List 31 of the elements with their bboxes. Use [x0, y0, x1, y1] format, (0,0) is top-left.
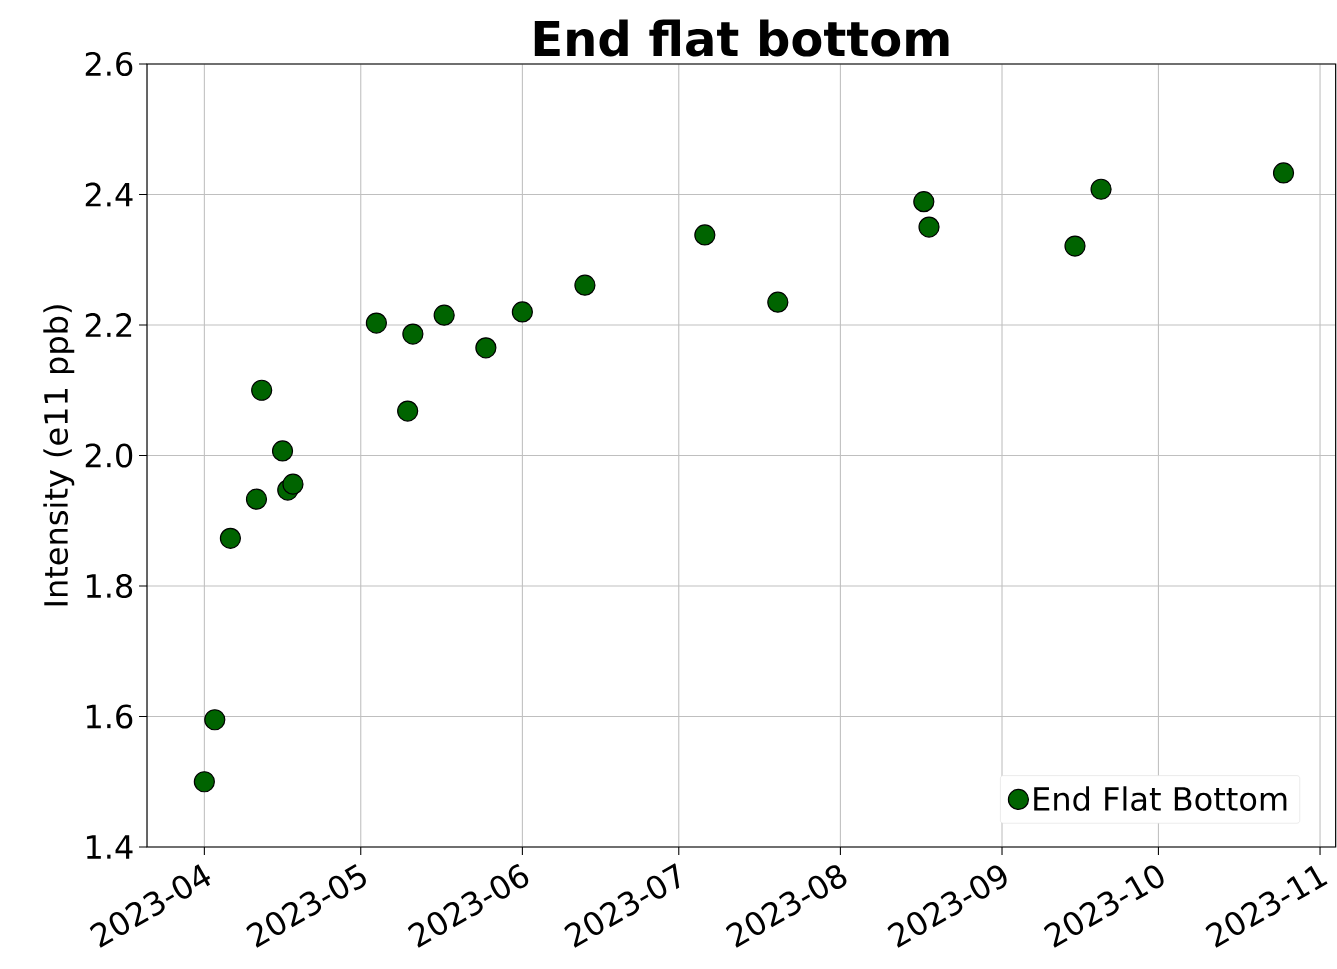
y-tick-label: 2.0 [85, 443, 133, 468]
y-tick-label: 1.8 [86, 573, 133, 599]
chart-title: End flat bottom [534, 19, 949, 57]
legend-label: End Flat Bottom [1034, 786, 1287, 812]
y-tick-label: 2.2 [85, 313, 132, 337]
point [1064, 235, 1086, 257]
point [511, 301, 533, 323]
point [475, 337, 497, 359]
point [918, 216, 940, 238]
y-tick-label: 2.4 [85, 182, 133, 207]
point [694, 224, 716, 246]
point [767, 291, 789, 313]
point [251, 379, 273, 401]
y-tick-label: 2.6 [85, 51, 133, 77]
point [913, 191, 935, 213]
point [433, 304, 455, 326]
point [397, 400, 419, 422]
y-axis-title: Intensity (e11 ppb) [43, 305, 75, 606]
point [193, 771, 215, 793]
point [282, 473, 304, 495]
point [1090, 178, 1112, 200]
point [204, 709, 226, 731]
point [245, 488, 268, 510]
point [574, 274, 596, 296]
point [219, 527, 242, 549]
point [402, 323, 424, 345]
point [365, 312, 387, 334]
point [271, 440, 294, 462]
y-tick-label: 1.6 [86, 704, 133, 729]
point [1272, 162, 1295, 184]
y-tick-label: 1.4 [86, 835, 133, 859]
